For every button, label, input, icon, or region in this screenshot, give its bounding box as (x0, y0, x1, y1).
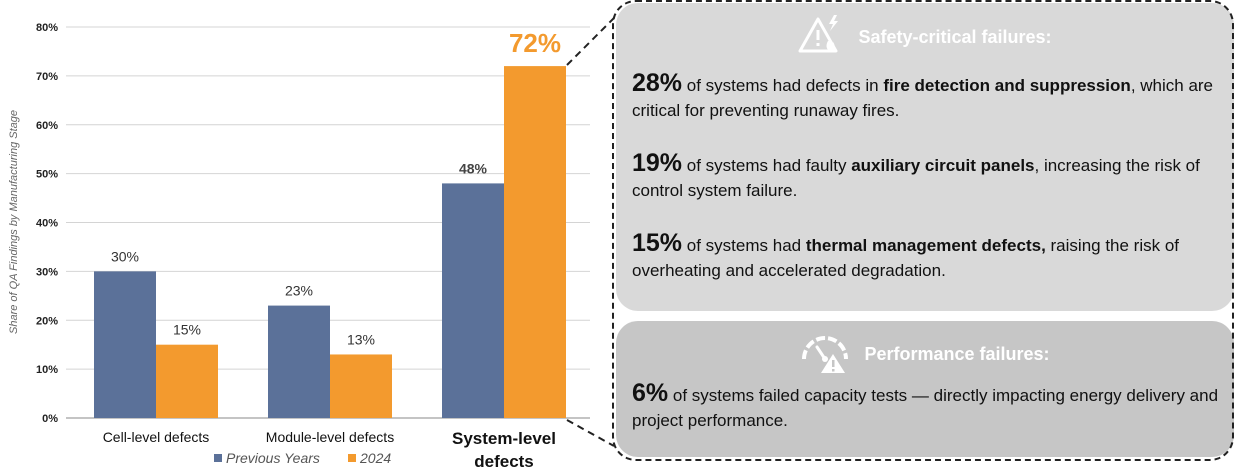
data-label: 23% (285, 283, 313, 299)
stat-text: of systems failed capacity tests — direc… (632, 386, 1219, 430)
y-axis-label: Share of QA Findings by Manufacturing St… (8, 110, 20, 334)
safety-stat-1: 28% of systems had defects in fire detec… (632, 71, 1222, 123)
warning-fire-icon (798, 13, 844, 62)
stat-percent: 28% (632, 69, 683, 97)
stat-emphasis: thermal management defects, (805, 236, 1046, 255)
stat-text: raising the risk of overheating and acce… (632, 236, 1180, 280)
legend-label: 2024 (359, 450, 391, 466)
stat-text: , increasing the risk of control system … (632, 156, 1200, 200)
x-axis-categories: Cell-level defects Module-level defects Sy… (103, 429, 556, 471)
bar-chart: 0% 10% 20% 30% 40% 50% 60% 70% 80% Share of QA F… (8, 22, 590, 471)
legend-swatch (214, 454, 222, 462)
data-labels: 30% 23% 48% 15% 13% 72% (111, 28, 561, 347)
data-label: 30% (111, 248, 139, 264)
data-label: 72% (509, 28, 561, 58)
y-tick-label: 20% (36, 315, 58, 327)
bar-previous-years-2 (442, 183, 504, 418)
x-category-label: System-level (452, 429, 556, 448)
stat-percent: 15% (632, 229, 683, 257)
bar-2024-1 (330, 354, 392, 418)
stat-percent: 19% (632, 149, 683, 177)
y-tick-label: 60% (36, 120, 58, 132)
y-tick-label: 0% (42, 413, 58, 425)
data-label: 13% (347, 331, 375, 347)
x-category-label: Cell-level defects (103, 429, 210, 445)
stat-text: of systems had defects in (682, 76, 884, 95)
safety-title: Safety-critical failures: (858, 27, 1052, 47)
y-tick-label: 70% (36, 71, 58, 83)
legend-swatch (348, 454, 356, 462)
x-category-label: Module-level defects (266, 429, 394, 445)
gauge-warning-icon (800, 329, 850, 380)
safety-stat-3: 15% of systems had thermal management de… (632, 231, 1222, 283)
stat-text: of systems had faulty (682, 156, 852, 175)
bars (94, 66, 566, 418)
stat-emphasis: auxiliary circuit panels (851, 156, 1035, 175)
stat-text: , which are critical for preventing runa… (632, 76, 1214, 120)
bar-previous-years-1 (268, 305, 330, 418)
stat-emphasis: fire detection and suppression (883, 76, 1131, 95)
performance-panel: Performance failures: 6% of systems fail… (616, 321, 1234, 457)
safety-header: Safety-critical failures: (616, 13, 1234, 62)
y-axis-ticks: 0% 10% 20% 30% 40% 50% 60% 70% 80% (36, 22, 58, 425)
y-tick-label: 80% (36, 22, 58, 34)
bar-2024-0 (156, 344, 218, 418)
performance-header: Performance failures: (616, 329, 1234, 380)
bar-previous-years-0 (94, 271, 156, 418)
y-tick-label: 50% (36, 169, 58, 181)
stat-percent: 6% (632, 379, 669, 407)
y-tick-label: 40% (36, 218, 58, 230)
safety-critical-panel: Safety-critical failures: 28% of systems… (616, 3, 1234, 311)
y-tick-label: 30% (36, 266, 58, 278)
legend: Previous Years 2024 (214, 450, 391, 466)
safety-stat-2: 19% of systems had faulty auxiliary circ… (632, 151, 1222, 203)
stat-text: of systems had (682, 236, 806, 255)
legend-label: Previous Years (226, 450, 320, 466)
data-label: 48% (459, 160, 488, 176)
y-tick-label: 10% (36, 364, 58, 376)
performance-title: Performance failures: (864, 344, 1050, 364)
bar-2024-2 (504, 66, 566, 418)
performance-stat-1: 6% of systems failed capacity tests — di… (632, 381, 1222, 433)
data-label: 15% (173, 322, 201, 338)
x-category-label: defects (474, 452, 534, 471)
